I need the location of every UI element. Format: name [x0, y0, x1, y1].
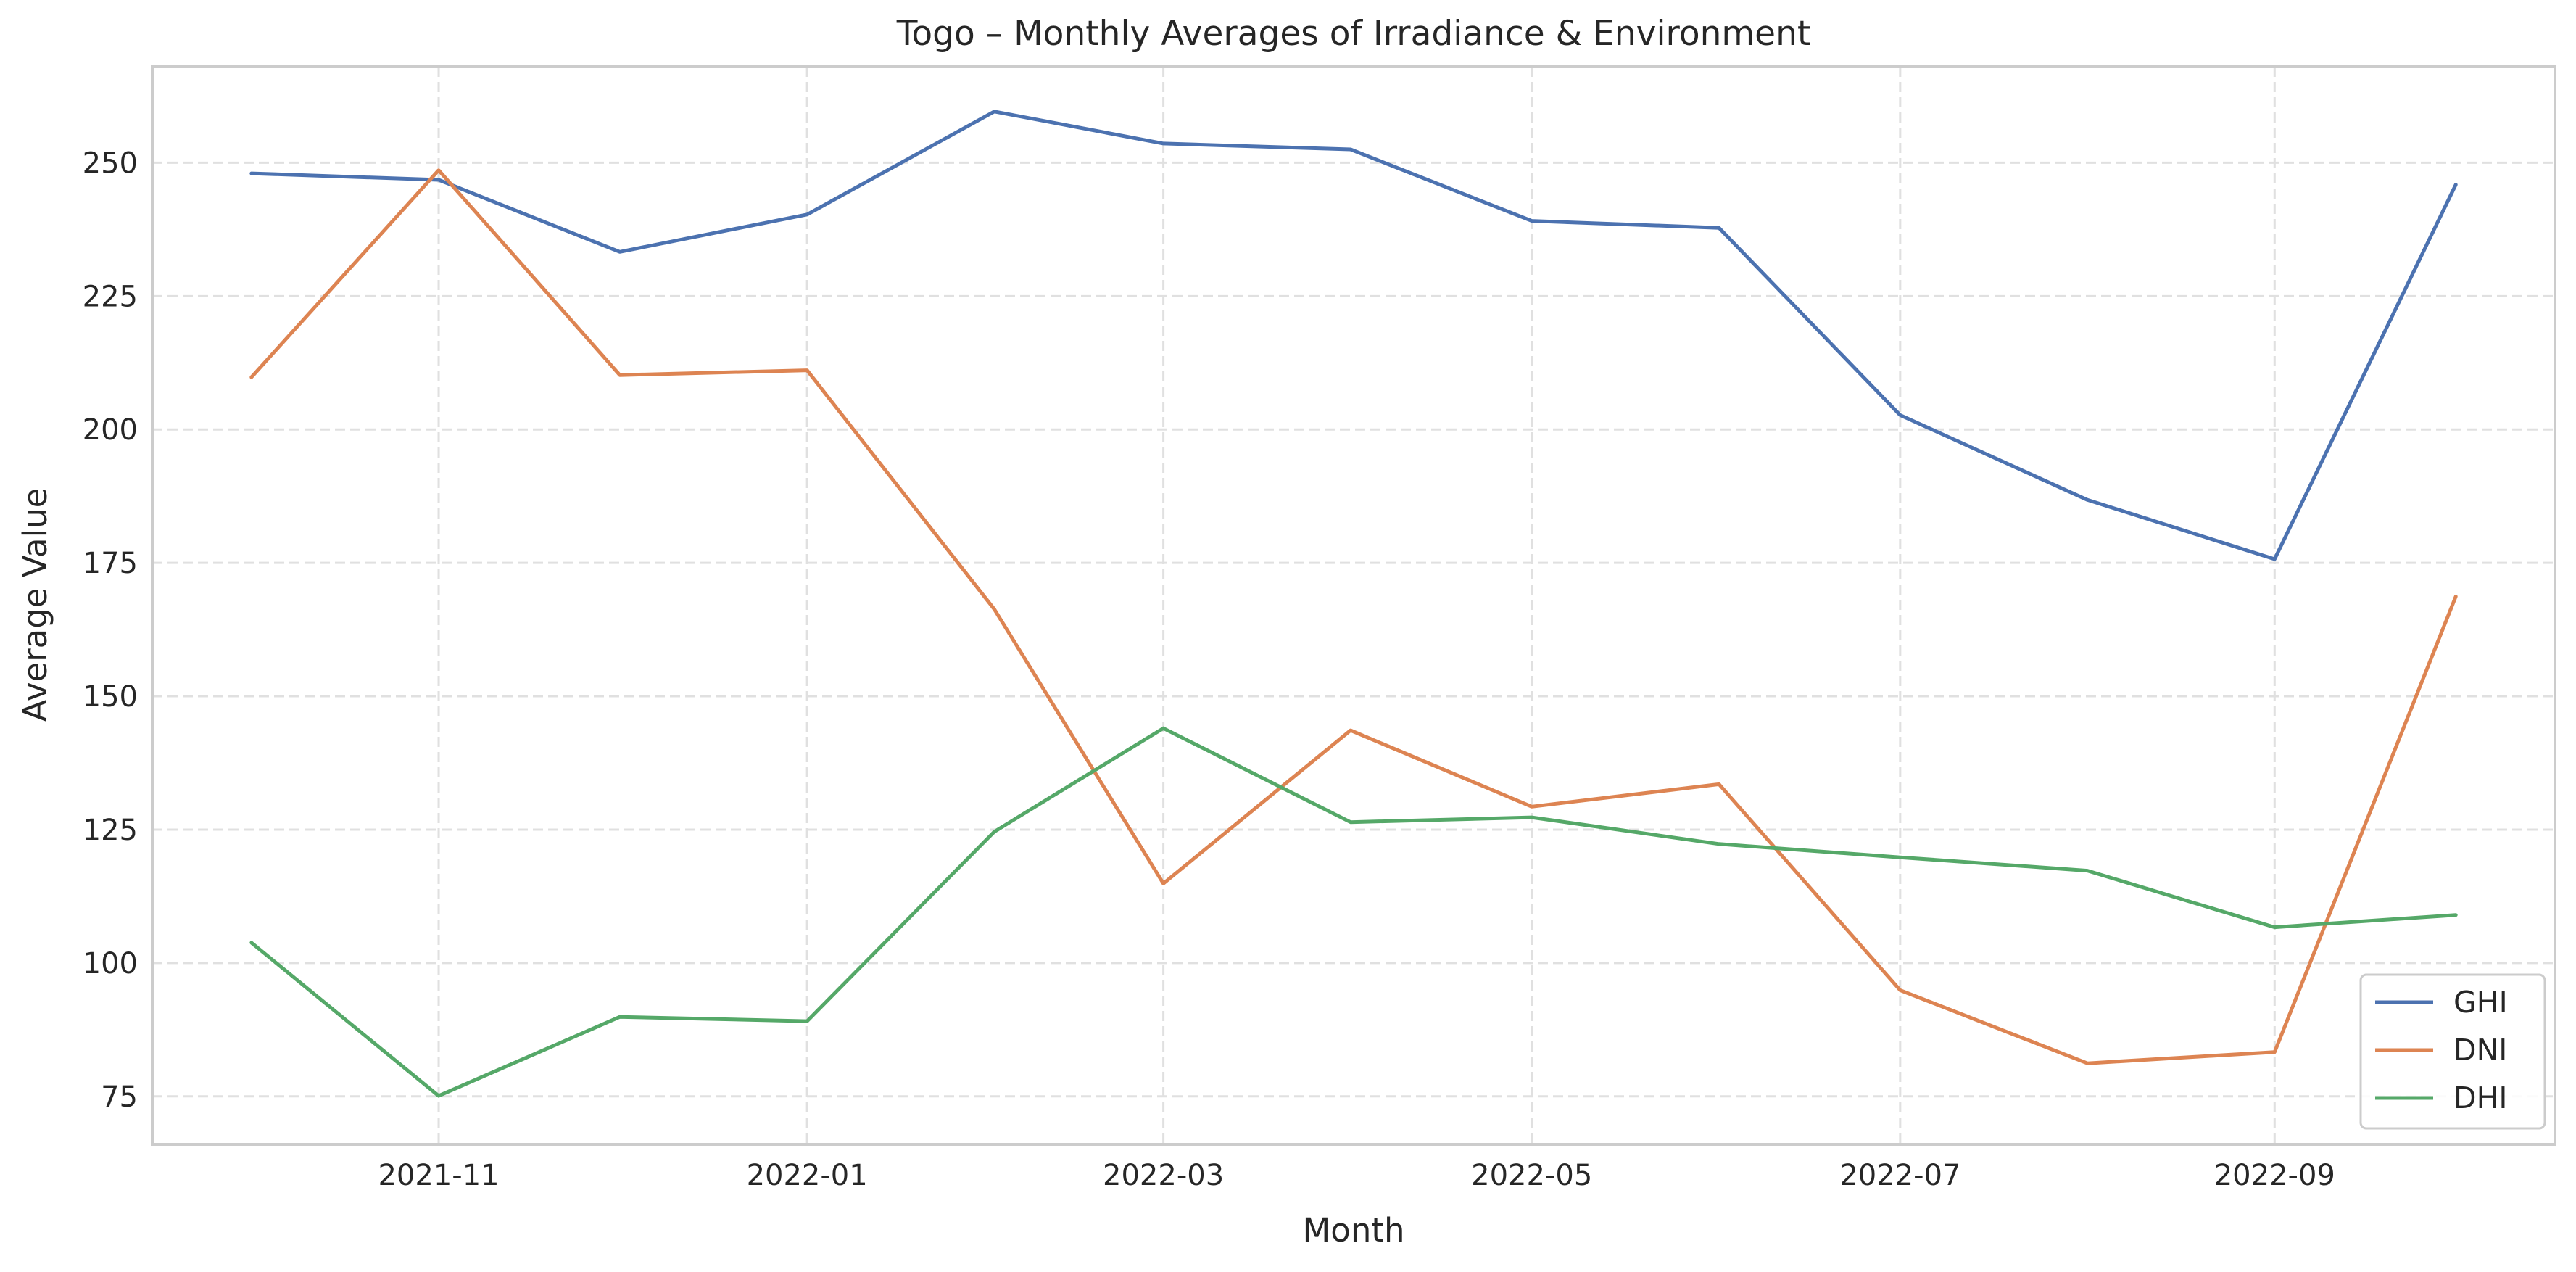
- y-tick-label: 125: [83, 814, 138, 847]
- series-line-dhi: [249, 726, 2458, 1098]
- plot-frame: [151, 65, 2556, 1146]
- legend-label-dhi: DHI: [2453, 1081, 2508, 1115]
- grid: [152, 67, 2555, 1144]
- y-tick-label: 75: [101, 1081, 138, 1114]
- x-tick-label: 2021-11: [378, 1159, 499, 1192]
- y-tick-label: 150: [83, 680, 138, 714]
- series-lines: [249, 110, 2458, 1098]
- y-tick-label: 200: [83, 413, 138, 447]
- y-tick-label: 225: [83, 280, 138, 313]
- y-tick-label: 250: [83, 146, 138, 180]
- chart-title: Togo – Monthly Averages of Irradiance & …: [896, 14, 1811, 54]
- series-line-dni: [249, 168, 2458, 1065]
- legend-box: [2359, 973, 2546, 1130]
- x-tick-label: 2022-09: [2214, 1159, 2335, 1192]
- x-tick-labels: 2021-11 2022-01 2022-03 2022-05 2022-07 2022-…: [378, 1159, 2335, 1192]
- legend-label-dni: DNI: [2453, 1033, 2507, 1067]
- x-tick-label: 2022-07: [1839, 1159, 1960, 1192]
- y-tick-labels: 75 100 125 150 175 200 225 250: [83, 146, 138, 1113]
- x-tick-label: 2022-03: [1103, 1159, 1224, 1192]
- legend: GHI DNI DHI: [2359, 973, 2546, 1130]
- x-axis-title: Month: [1302, 1211, 1404, 1250]
- series-line-ghi: [249, 110, 2458, 561]
- y-axis-title: Average Value: [16, 488, 54, 722]
- x-tick-label: 2022-01: [747, 1159, 868, 1192]
- legend-label-ghi: GHI: [2453, 985, 2508, 1020]
- x-tick-label: 2022-05: [1471, 1159, 1592, 1192]
- y-tick-label: 175: [83, 547, 138, 580]
- y-tick-label: 100: [83, 947, 138, 980]
